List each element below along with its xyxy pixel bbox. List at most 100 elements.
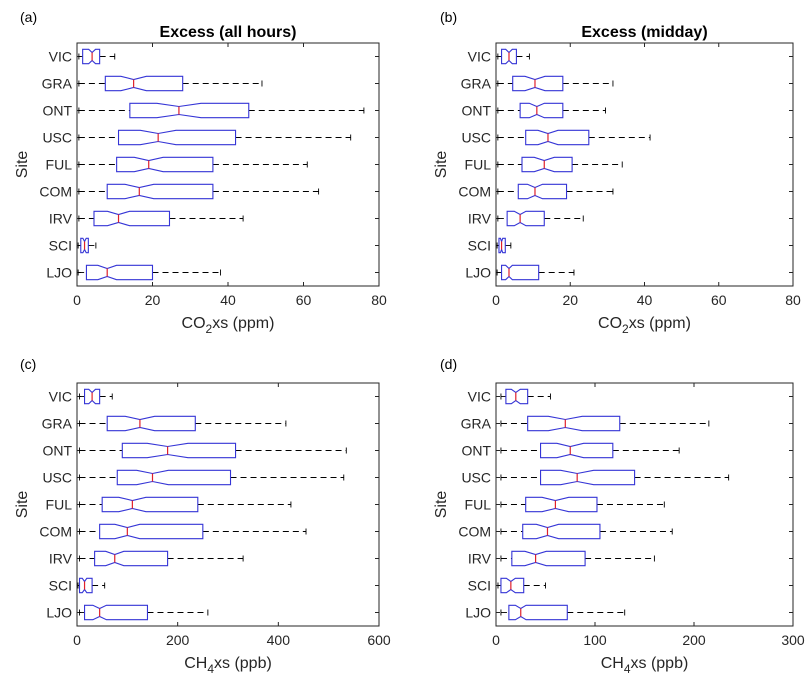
category-label: GRA [42, 416, 73, 432]
box-iqr [82, 48, 101, 65]
x-tick-label: 80 [371, 292, 387, 308]
y-axis-label: Site [433, 491, 450, 519]
x-tick-label: 0 [492, 292, 500, 308]
category-label: LJO [465, 265, 491, 281]
box-iqr [101, 496, 199, 513]
x-tick-label: 0 [73, 632, 81, 648]
x-tick-label: 40 [637, 292, 653, 308]
x-tick-label: 100 [583, 632, 607, 648]
box-iqr [512, 75, 564, 92]
category-label: IRV [49, 551, 73, 567]
box-iqr [527, 415, 621, 432]
x-tick-label: 300 [781, 632, 805, 648]
y-axis-label: Site [14, 491, 31, 519]
x-axis-label-main: CO [598, 315, 622, 332]
category-label: ONT [461, 103, 491, 119]
x-tick-label: 80 [785, 292, 801, 308]
x-axis-label: CO2xs (ppm) [182, 315, 275, 336]
x-axis-label-main: CH [601, 655, 624, 672]
box-iqr [99, 523, 204, 540]
category-label: COM [458, 524, 491, 540]
x-tick-label: 200 [682, 632, 706, 648]
box-iqr [84, 604, 149, 621]
x-tick-label: 600 [367, 632, 391, 648]
box-iqr [117, 129, 237, 146]
panel-label: (a) [20, 9, 37, 25]
box-iqr [121, 442, 237, 459]
chart-panel: 0 200 400 600 VIC GRA ONT USC FUL COM IRV SCI LJO (c)… [14, 356, 391, 676]
box-iqr [517, 183, 568, 200]
box-iqr [505, 388, 529, 405]
category-label: VIC [468, 389, 491, 405]
box-iqr [129, 102, 250, 119]
box-iqr [116, 469, 232, 486]
x-axis-label-sub: 2 [622, 322, 629, 336]
category-label: GRA [461, 416, 492, 432]
x-axis-label-rest: xs (ppm) [629, 315, 691, 332]
x-tick-label: 20 [562, 292, 578, 308]
x-axis-label-main: CH [184, 655, 207, 672]
panel-label: (b) [440, 9, 457, 25]
box-iqr [539, 469, 636, 486]
category-label: IRV [468, 211, 492, 227]
box-iqr [539, 442, 614, 459]
x-tick-label: 200 [166, 632, 190, 648]
box-iqr [116, 156, 214, 173]
x-axis-label-rest: xs (ppb) [631, 655, 689, 672]
category-label: IRV [468, 551, 492, 567]
category-label: USC [461, 130, 491, 146]
category-label: LJO [46, 265, 72, 281]
x-axis-label: CH4xs (ppb) [184, 655, 272, 676]
category-label: FUL [46, 497, 73, 513]
chart-panel: 0 20 40 60 80 VIC GRA ONT USC FUL COM IRV SCI LJO (a) E… [14, 9, 387, 336]
category-label: GRA [42, 76, 73, 92]
chart-title: Excess (all hours) [160, 24, 297, 41]
box-iqr [93, 210, 171, 227]
box-iqr [508, 604, 568, 621]
box-iqr [85, 264, 154, 281]
category-label: ONT [42, 103, 72, 119]
box-iqr [500, 577, 525, 594]
x-tick-label: 400 [267, 632, 291, 648]
category-label: USC [461, 470, 491, 486]
category-label: GRA [461, 76, 492, 92]
box-iqr [522, 523, 601, 540]
panel-label: (d) [440, 356, 457, 372]
category-label: FUL [465, 157, 492, 173]
category-label: SCI [468, 238, 491, 254]
category-label: LJO [46, 605, 72, 621]
box-iqr [511, 550, 586, 567]
category-label: VIC [468, 49, 491, 65]
box-iqr [519, 102, 564, 119]
box-iqr [525, 496, 598, 513]
category-label: IRV [49, 211, 73, 227]
x-tick-label: 60 [711, 292, 727, 308]
category-label: USC [42, 130, 72, 146]
y-axis-label: Site [14, 151, 31, 179]
x-axis-label: CH4xs (ppb) [601, 655, 689, 676]
category-label: SCI [49, 578, 72, 594]
box-iqr [78, 577, 93, 594]
category-label: SCI [49, 238, 72, 254]
box-iqr [501, 264, 540, 281]
x-axis-label-rest: xs (ppm) [212, 315, 274, 332]
panel-label: (c) [20, 356, 36, 372]
x-axis-label-sub: 4 [624, 662, 631, 676]
box-iqr [525, 129, 590, 146]
category-label: FUL [465, 497, 492, 513]
box-iqr [106, 415, 196, 432]
category-label: ONT [42, 443, 72, 459]
category-label: COM [458, 184, 491, 200]
category-label: USC [42, 470, 72, 486]
category-label: COM [39, 524, 72, 540]
x-tick-label: 0 [73, 292, 81, 308]
x-tick-label: 20 [145, 292, 161, 308]
category-label: FUL [46, 157, 73, 173]
chart-title: Excess (midday) [581, 24, 707, 41]
category-label: ONT [461, 443, 491, 459]
box-iqr [104, 75, 184, 92]
box-iqr [521, 156, 573, 173]
y-axis-label: Site [433, 151, 450, 179]
x-axis-label-main: CO [182, 315, 206, 332]
x-axis-label-rest: xs (ppb) [214, 655, 272, 672]
